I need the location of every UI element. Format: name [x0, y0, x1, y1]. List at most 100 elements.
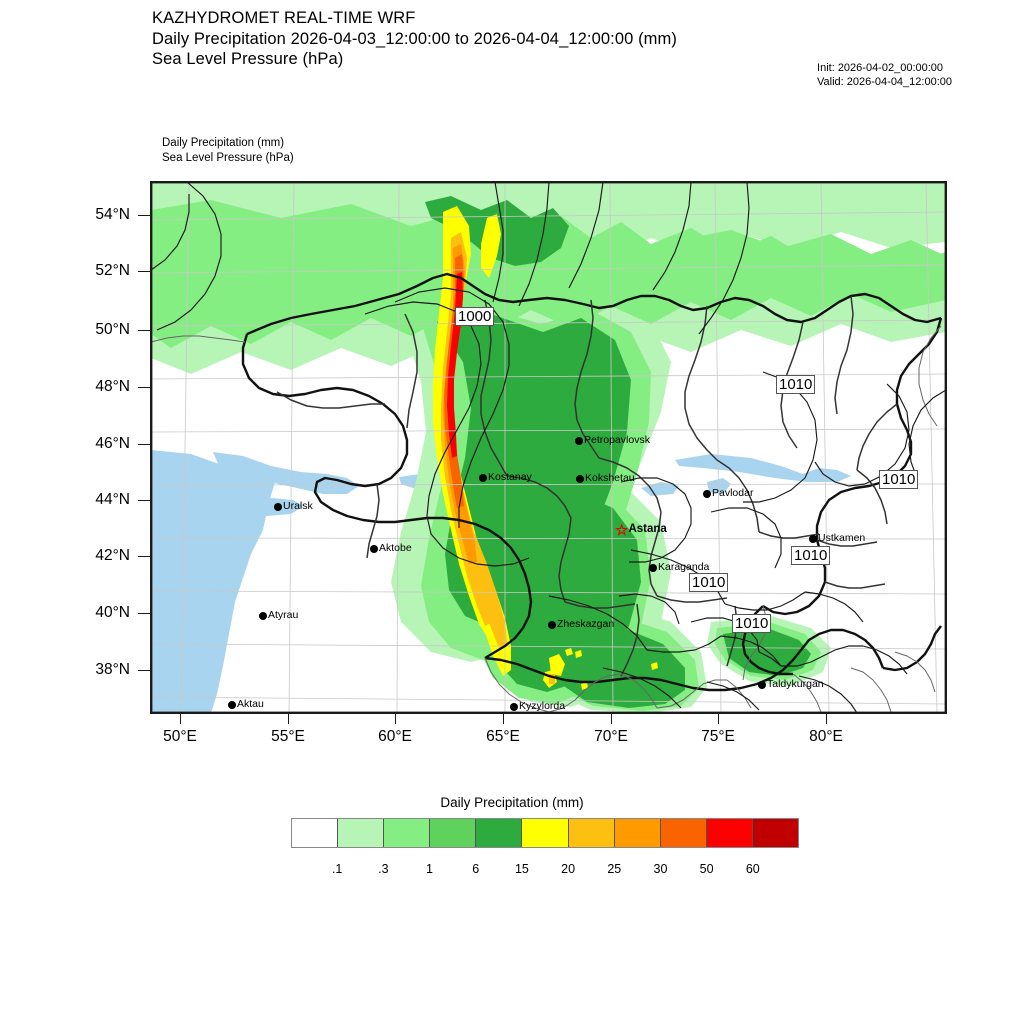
- colorbar-ticks: .1 .3 1 6 15 20 25 30 50 60: [291, 862, 799, 880]
- city-label: Uralsk: [283, 500, 313, 512]
- city-label: Petropavlovsk: [584, 434, 650, 446]
- city-kokshetau[interactable]: Kokshetau: [576, 473, 635, 485]
- y-tick-mark: [138, 613, 150, 614]
- capital-astana[interactable]: ☆Astana: [615, 522, 667, 539]
- colorbar-segment-10: [752, 819, 799, 847]
- city-dot-icon: [649, 564, 657, 572]
- city-label: Zheskazgan: [557, 618, 615, 630]
- city-taldykurgan[interactable]: Taldykurgan: [758, 679, 824, 691]
- star-icon: ☆: [615, 522, 629, 539]
- colorbar-tick-label: 20: [561, 862, 576, 876]
- y-tick-label: 48°N: [95, 378, 130, 395]
- y-tick-label: 44°N: [95, 491, 130, 508]
- header-block: KAZHYDROMET REAL-TIME WRF Daily Precipit…: [152, 8, 992, 70]
- x-tick-mark: [826, 712, 827, 724]
- x-tick-label: 50°E: [163, 728, 197, 745]
- city-petropavlovsk[interactable]: Petropavlovsk: [575, 435, 650, 447]
- colorbar-tick-label: .1: [331, 862, 343, 876]
- run-timestamps: Init: 2026-04-02_00:00:00 Valid: 2026-04…: [817, 62, 952, 89]
- city-kyzylorda[interactable]: Kyzylorda: [510, 701, 565, 713]
- y-tick-mark: [138, 330, 150, 331]
- y-tick-label: 46°N: [95, 435, 130, 452]
- city-dot-icon: [758, 681, 766, 689]
- colorbar-segment-0: [292, 819, 339, 847]
- y-tick-mark: [138, 500, 150, 501]
- colorbar-segment-2: [384, 819, 431, 847]
- city-dot-icon: [274, 503, 282, 511]
- city-dot-icon: [809, 535, 817, 543]
- city-dot-icon: [259, 612, 267, 620]
- weather-map-canvas: [151, 182, 946, 713]
- colorbar-segment-7: [614, 819, 661, 847]
- city-dot-icon: [370, 545, 378, 553]
- x-tick-label: 70°E: [594, 728, 628, 745]
- city-pavlodar[interactable]: Pavlodar: [703, 488, 753, 500]
- plot-caption: Daily Precipitation (mm) Sea Level Press…: [162, 136, 294, 165]
- y-tick-mark: [138, 387, 150, 388]
- x-tick-label: 80°E: [809, 728, 843, 745]
- header-subtitle-pressure: Sea Level Pressure (hPa): [152, 50, 344, 68]
- y-tick-label: 38°N: [95, 661, 130, 678]
- city-uralsk[interactable]: Uralsk: [274, 501, 313, 513]
- colorbar-tick-label: 50: [699, 862, 714, 876]
- colorbar-tick-label: 25: [607, 862, 622, 876]
- city-karaganda[interactable]: Karaganda: [649, 562, 709, 574]
- y-tick-mark: [138, 670, 150, 671]
- y-tick-label: 40°N: [95, 604, 130, 621]
- init-time: Init: 2026-04-02_00:00:00: [817, 62, 944, 74]
- colorbar-tick-label: 15: [514, 862, 529, 876]
- y-tick-label: 52°N: [95, 262, 130, 279]
- x-tick-label: 60°E: [378, 728, 412, 745]
- graticule: [151, 182, 946, 713]
- y-tick-mark: [138, 444, 150, 445]
- y-tick-label: 50°N: [95, 321, 130, 338]
- city-dot-icon: [479, 474, 487, 482]
- isobar-label-1010: 1010: [791, 546, 831, 565]
- y-tick-mark: [138, 556, 150, 557]
- isobar-label-1010: 1010: [689, 573, 729, 592]
- y-tick-mark: [138, 271, 150, 272]
- colorbar-segment-8: [660, 819, 707, 847]
- caption-pressure: Sea Level Pressure (hPa): [162, 151, 294, 164]
- colorbar[interactable]: [291, 818, 799, 848]
- city-dot-icon: [576, 475, 584, 483]
- x-tick-mark: [718, 712, 719, 724]
- header-title: KAZHYDROMET REAL-TIME WRF: [152, 9, 416, 27]
- colorbar-segment-6: [568, 819, 615, 847]
- x-tick-label: 65°E: [486, 728, 520, 745]
- x-tick-label: 55°E: [271, 728, 305, 745]
- x-tick-mark: [395, 712, 396, 724]
- x-tick-label: 75°E: [701, 728, 735, 745]
- city-dot-icon: [548, 621, 556, 629]
- city-zheskazgan[interactable]: Zheskazgan: [548, 619, 614, 631]
- capital-label: Astana: [628, 523, 667, 535]
- caption-precip: Daily Precipitation (mm): [162, 137, 285, 149]
- city-dot-icon: [575, 437, 583, 445]
- city-ustkamen[interactable]: Ustkamen: [809, 533, 865, 545]
- city-label: Taldykurgan: [767, 678, 824, 690]
- isobar-label-1000: 1000: [455, 307, 495, 326]
- colorbar-tick-label: 30: [653, 862, 668, 876]
- y-tick-label: 42°N: [95, 547, 130, 564]
- isobar-contours: [151, 182, 946, 713]
- precip-south-spots: [543, 648, 658, 690]
- city-aktobe[interactable]: Aktobe: [370, 543, 412, 555]
- map-plot-area[interactable]: 1000 1010 1010 1010 1010 1010 Petropavlo…: [150, 181, 947, 714]
- city-kostanay[interactable]: Kostanay: [479, 472, 532, 484]
- city-aktau[interactable]: Aktau: [228, 699, 264, 711]
- colorbar-tick-label: .3: [378, 862, 389, 876]
- city-atyrau[interactable]: Atyrau: [259, 610, 298, 622]
- valid-time: Valid: 2026-04-04_12:00:00: [817, 75, 952, 88]
- city-label: Aktau: [237, 698, 264, 710]
- header-subtitle-precip: Daily Precipitation 2026-04-03_12:00:00 …: [152, 29, 677, 48]
- colorbar-title: Daily Precipitation (mm): [440, 795, 584, 810]
- colorbar-segment-3: [430, 819, 477, 847]
- colorbar-tick-label: 1: [426, 862, 434, 876]
- colorbar-segment-1: [338, 819, 385, 847]
- city-label: Kokshetau: [585, 472, 635, 484]
- city-dot-icon: [510, 703, 518, 711]
- y-tick-mark: [138, 215, 150, 216]
- isobar-label-1010: 1010: [776, 375, 816, 394]
- city-label: Ustkamen: [818, 532, 866, 544]
- city-label: Aktobe: [379, 542, 412, 554]
